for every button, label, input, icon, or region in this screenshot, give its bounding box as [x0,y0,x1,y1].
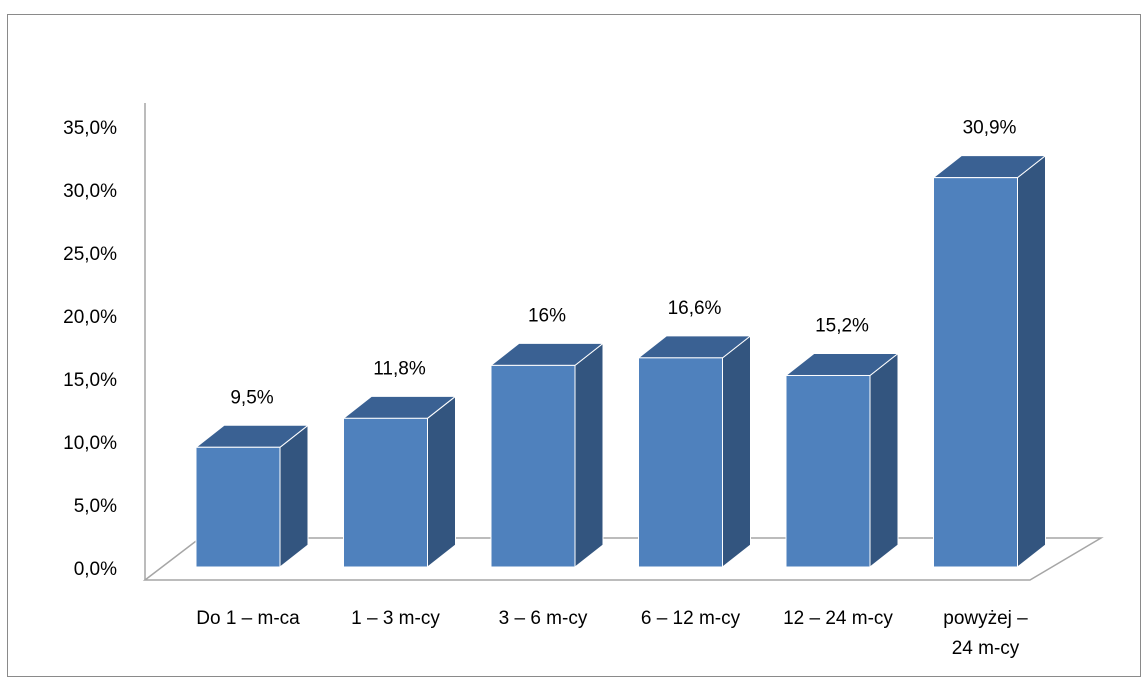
x-category-label: Do 1 – m-ca [196,608,300,629]
bar [490,364,576,568]
data-label: 16% [528,305,566,326]
y-tick-label: 35,0% [63,118,117,139]
data-label: 9,5% [230,387,273,408]
x-category-label: 12 – 24 m-cy [783,608,893,629]
bar-side [574,342,604,569]
bar [343,417,428,568]
data-label: 30,9% [963,118,1017,139]
bar-side [722,334,751,569]
data-label: 16,6% [668,298,722,319]
y-tick-label: 30,0% [63,181,117,202]
y-tick-label: 25,0% [63,244,117,265]
x-category-label: 6 – 12 m-cy [641,608,741,629]
data-label: 15,2% [815,315,869,336]
x-category-label: 3 – 6 m-cy [499,608,588,629]
bar-side [427,395,456,569]
y-tick-label: 5,0% [74,496,117,517]
x-category-label: 24 m-cy [952,638,1020,659]
bar-side [279,424,309,569]
bar [785,374,871,568]
y-tick-label: 15,0% [63,370,117,391]
y-tick-label: 0,0% [74,559,117,580]
bar [638,357,723,568]
bar [195,446,281,568]
bar-side [1017,154,1046,569]
bar [933,177,1018,568]
bar-side [869,352,899,569]
data-label: 11,8% [373,358,426,379]
x-category-label: 1 – 3 m-cy [351,608,440,629]
x-category-label: powyżej – [943,608,1028,629]
y-tick-label: 10,0% [63,433,117,454]
y-tick-label: 20,0% [63,307,117,328]
